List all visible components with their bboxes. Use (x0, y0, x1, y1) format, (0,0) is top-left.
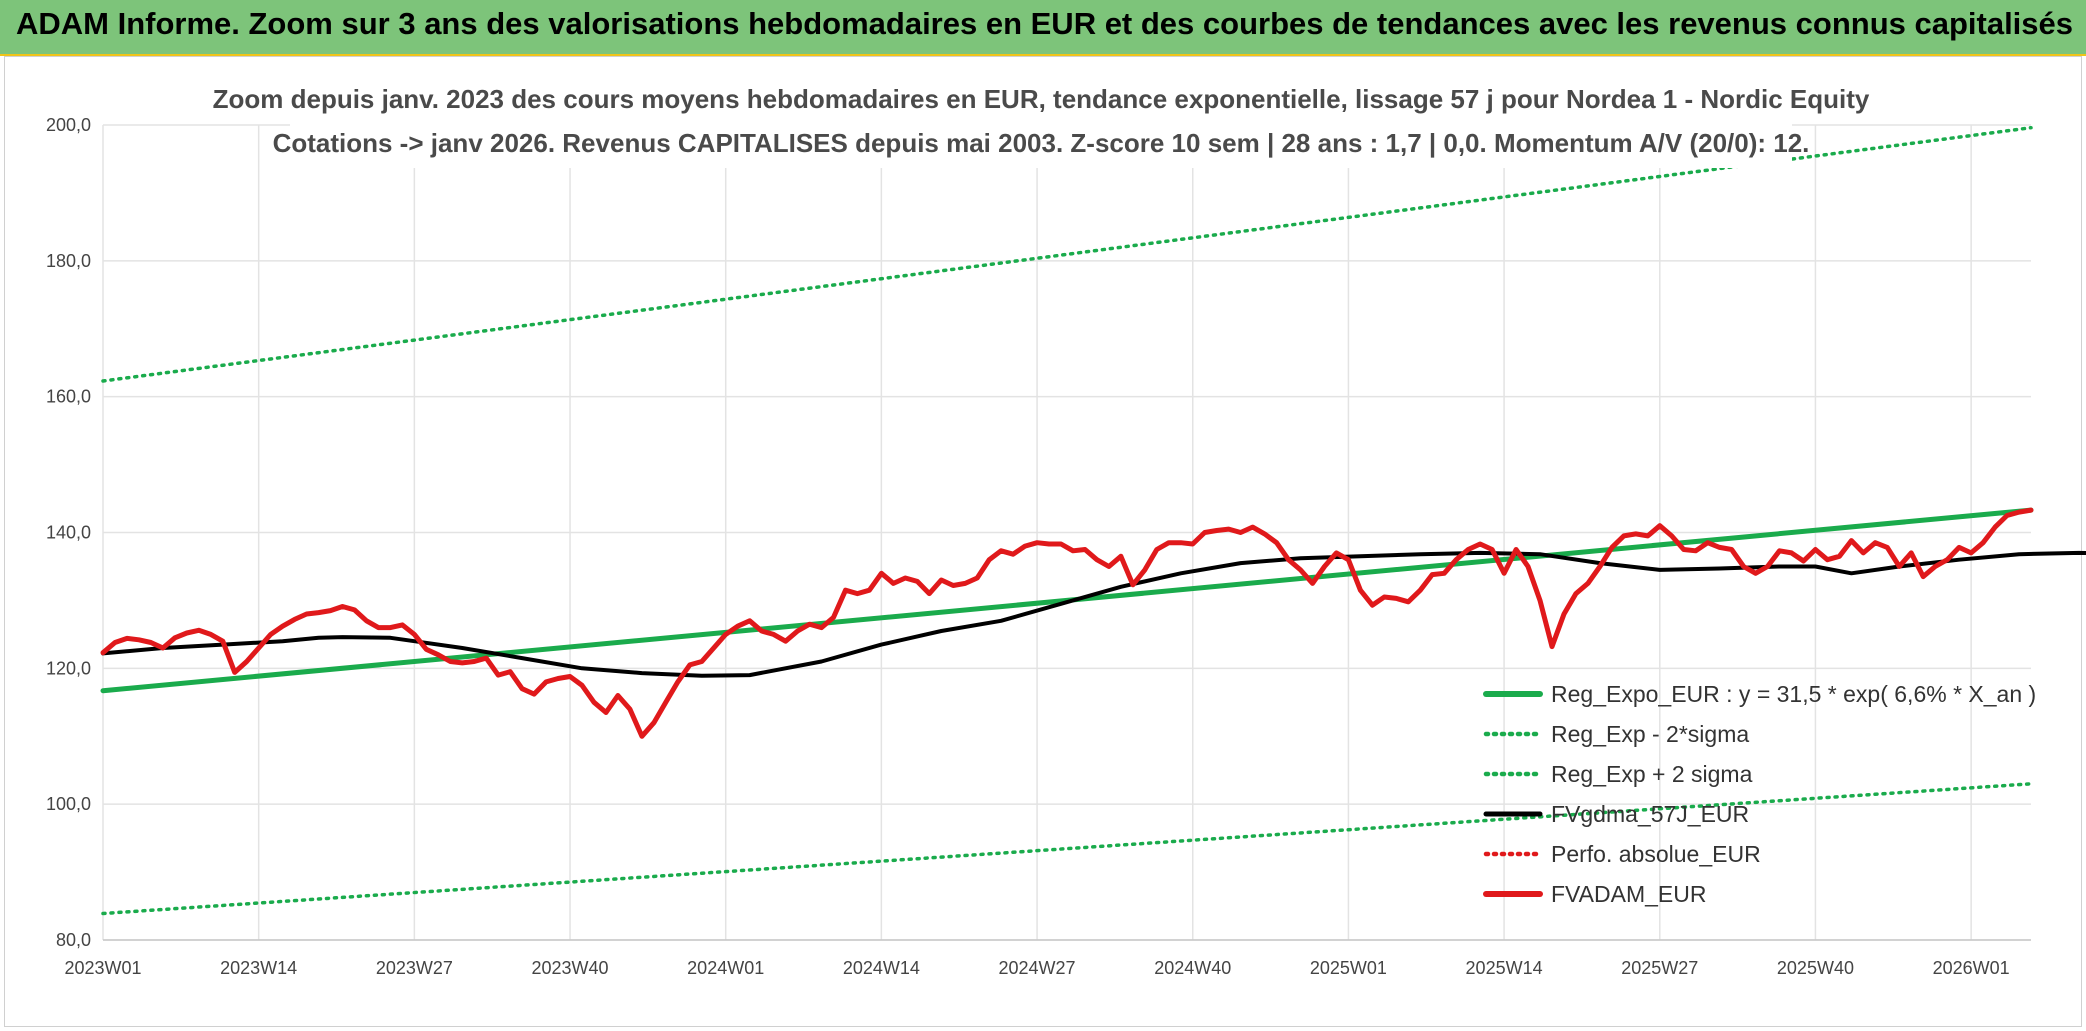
x-tick-label: 2024W27 (999, 958, 1076, 978)
x-tick-label: 2025W40 (1777, 958, 1854, 978)
y-tick-label: 80,0 (56, 930, 91, 950)
series-line-1 (101, 782, 2033, 916)
x-tick-label: 2023W01 (64, 958, 141, 978)
y-tick-label: 140,0 (46, 523, 91, 543)
y-tick-label: 160,0 (46, 387, 91, 407)
series-lines (100, 125, 2086, 916)
legend-label: FVgdma_57J_EUR (1551, 801, 1749, 827)
x-tick-label: 2024W14 (843, 958, 920, 978)
y-tick-label: 120,0 (46, 658, 91, 678)
chart-subtitle: Cotations -> janv 2026. Revenus CAPITALI… (273, 128, 1810, 158)
series-line-5 (100, 507, 2034, 739)
chart-frame (4, 56, 2082, 1027)
x-tick-label: 2026W01 (1933, 958, 2010, 978)
y-tick-label: 100,0 (46, 794, 91, 814)
x-tick-label: 2024W40 (1154, 958, 1231, 978)
x-tick-label: 2023W40 (531, 958, 608, 978)
legend: Reg_Expo_EUR : y = 31,5 * exp( 6,6% * X_… (1483, 681, 2036, 907)
legend-label: Reg_Expo_EUR : y = 31,5 * exp( 6,6% * X_… (1551, 681, 2036, 707)
x-axis-ticks: 2023W01 2023W14 2023W27 2023W40 2024W01 2024W… (64, 958, 2009, 978)
chart-title: Zoom depuis janv. 2023 des cours moyens … (213, 84, 1870, 114)
y-tick-label: 200,0 (46, 115, 91, 135)
report-title: ADAM Informe. Zoom sur 3 ans des valoris… (16, 6, 2074, 41)
legend-label: Perfo. absolue_EUR (1551, 841, 1761, 867)
x-tick-label: 2025W01 (1310, 958, 1387, 978)
y-tick-label: 180,0 (46, 251, 91, 271)
legend-label: Reg_Exp - 2*sigma (1551, 721, 1749, 747)
series-line-3 (101, 550, 2086, 678)
x-tick-label: 2025W14 (1466, 958, 1543, 978)
x-tick-label: 2025W27 (1621, 958, 1698, 978)
legend-label: Reg_Exp + 2 sigma (1551, 761, 1753, 787)
title-background (290, 78, 1792, 168)
x-tick-label: 2023W14 (220, 958, 297, 978)
x-tick-label: 2024W01 (687, 958, 764, 978)
y-axis-ticks: 80,0 100,0 120,0 140,0 160,0 180,0 200,0 (46, 115, 91, 950)
legend-label: FVADAM_EUR (1551, 881, 1707, 907)
x-tick-label: 2023W27 (376, 958, 453, 978)
report-banner: ADAM Informe. Zoom sur 3 ans des valoris… (0, 0, 2086, 56)
